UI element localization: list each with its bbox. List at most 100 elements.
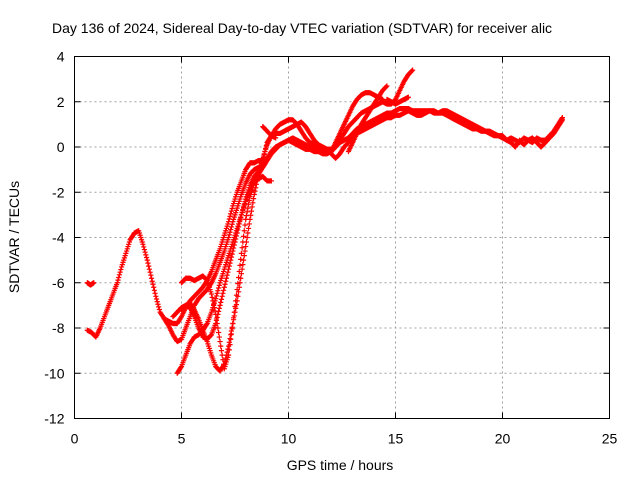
data-point (243, 213, 250, 219)
data-point (156, 306, 162, 313)
axis-ticks (74, 56, 610, 419)
data-point (383, 84, 389, 90)
data-point (249, 204, 255, 210)
data-point (234, 286, 240, 293)
data-point (409, 68, 415, 74)
data-point (233, 298, 239, 304)
chart-title: Day 136 of 2024, Sidereal Day-to-day VTE… (52, 20, 552, 36)
data-point (115, 277, 121, 283)
y-tick-label: -10 (44, 365, 64, 381)
data-point (156, 304, 162, 310)
y-tick-label: -8 (52, 320, 65, 336)
data-point (238, 212, 245, 218)
data-point (273, 135, 279, 141)
data-point (250, 196, 257, 202)
data-point (248, 208, 255, 214)
data-point (224, 272, 230, 278)
data-point (229, 221, 235, 227)
data-point (229, 205, 235, 212)
data-point (238, 250, 245, 256)
data-point (91, 280, 97, 286)
data-point (215, 329, 222, 336)
data-point (245, 230, 251, 236)
data-point (225, 352, 232, 358)
data-point (241, 253, 247, 259)
data-point (226, 347, 232, 353)
data-point (237, 218, 243, 224)
data-point (143, 254, 150, 261)
series-6 (170, 169, 262, 342)
data-point (225, 234, 232, 241)
data-point (217, 338, 223, 345)
data-point (232, 239, 238, 245)
x-tick-label: 25 (602, 431, 618, 447)
data-point (227, 341, 233, 348)
y-tick-label: 4 (57, 49, 65, 65)
data-point (216, 334, 222, 340)
data-point (236, 268, 242, 275)
data-point (559, 118, 565, 124)
data-point (242, 222, 248, 228)
data-point (228, 208, 235, 214)
data-point (240, 262, 246, 268)
data-point (212, 308, 218, 314)
data-point (151, 287, 157, 293)
series-7 (178, 173, 274, 372)
data-point (241, 228, 247, 234)
data-point (178, 364, 184, 371)
data-point (228, 224, 235, 230)
data-point (228, 226, 234, 233)
data-point (244, 234, 250, 241)
data-point (210, 298, 216, 304)
data-point (215, 325, 221, 331)
data-points (84, 67, 566, 376)
data-point (218, 296, 225, 302)
grid-lines (74, 56, 610, 419)
data-point (236, 221, 242, 227)
data-point (235, 227, 241, 233)
data-point (148, 275, 155, 281)
data-point (259, 158, 265, 164)
data-point (240, 239, 246, 245)
data-point (208, 291, 215, 297)
data-point (151, 284, 157, 290)
data-point (229, 251, 235, 257)
data-point (147, 269, 153, 275)
data-point (258, 163, 264, 169)
x-axis-title: GPS time / hours (287, 457, 394, 473)
data-point (145, 260, 151, 266)
data-point (226, 232, 232, 238)
data-point (203, 277, 210, 283)
data-point (227, 229, 233, 235)
data-point (230, 320, 236, 327)
data-point (223, 275, 230, 281)
data-point (405, 94, 411, 100)
data-point (213, 295, 219, 302)
y-tick-label: -6 (52, 275, 65, 291)
data-point (240, 233, 247, 239)
data-point (239, 245, 245, 251)
data-point (114, 280, 120, 286)
data-point (228, 332, 234, 338)
data-point (146, 266, 152, 272)
data-point (215, 288, 221, 294)
data-point (216, 305, 222, 311)
data-point (141, 244, 147, 250)
y-tick-labels: -12 -10 -8 -6 -4 -2 0 2 4 (44, 49, 64, 427)
data-point (153, 296, 160, 302)
data-point (246, 197, 252, 204)
data-point (239, 209, 245, 215)
x-tick-label: 10 (281, 431, 297, 447)
data-point (227, 260, 233, 266)
data-point (146, 263, 152, 269)
data-point (140, 241, 146, 247)
x-tick-label: 20 (495, 431, 511, 447)
data-point (228, 211, 234, 217)
y-tick-label: -2 (52, 184, 65, 200)
data-point (238, 215, 244, 221)
data-point (240, 257, 247, 263)
data-point (242, 199, 248, 205)
data-point (215, 285, 222, 291)
data-point (209, 294, 215, 301)
